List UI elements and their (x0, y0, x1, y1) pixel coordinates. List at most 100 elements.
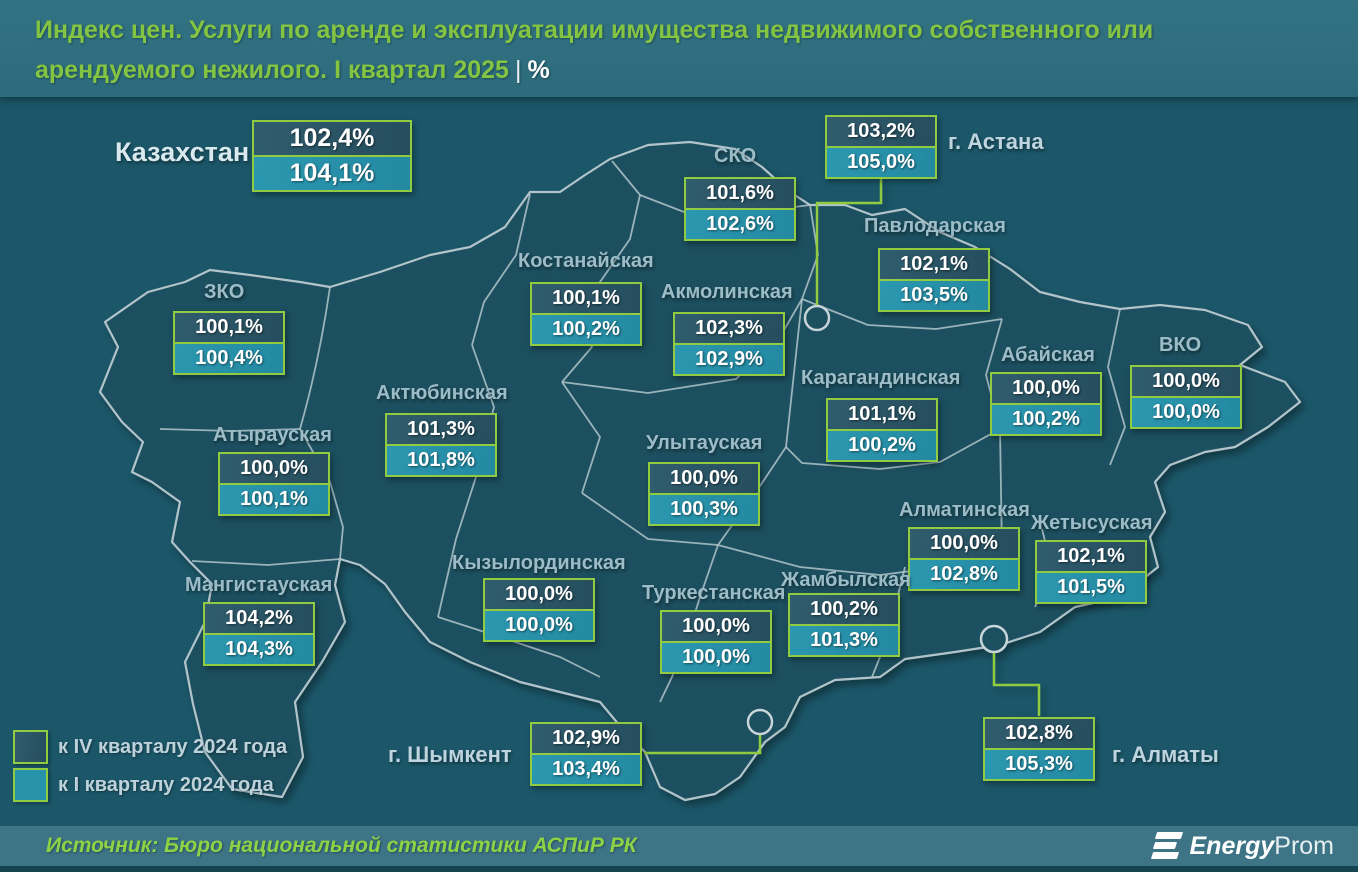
region-label-astana: г. Астана (948, 129, 1044, 154)
kostanay-q4-value: 100,1% (530, 282, 642, 315)
abay-q4-value: 100,0% (990, 372, 1102, 405)
zhetysu-q4-value: 102,1% (1035, 540, 1147, 573)
region-label-sko: СКО (714, 145, 757, 167)
almaty-city-q1-value: 105,3% (983, 747, 1095, 781)
region-values-zhetysu: 102,1% 101,5% (1035, 540, 1147, 604)
region-values-vko: 100,0% 100,0% (1130, 365, 1242, 429)
region-values-ulytau: 100,0% 100,3% (648, 462, 760, 526)
legend-item-q4: к IV кварталу 2024 года (13, 730, 287, 764)
pavlodar-q4-value: 102,1% (878, 248, 990, 281)
vko-q4-value: 100,0% (1130, 365, 1242, 398)
pavlodar-q1-value: 103,5% (878, 278, 990, 312)
map-area: Казахстан 102,4% 104,1% СКО 101,6% 102,6% г… (0, 97, 1358, 826)
astana-marker (803, 304, 831, 332)
zhambyl-q4-value: 100,2% (788, 593, 900, 626)
region-values-zhambyl: 100,2% 101,3% (788, 593, 900, 657)
region-values-kostanay: 100,1% 100,2% (530, 282, 642, 346)
shymkent-marker (746, 708, 774, 736)
region-label-mangystau: Мангистауская (185, 574, 333, 596)
region-label-kyzylorda: Кызылординская (452, 552, 626, 574)
almaty-obl-q4-value: 100,0% (908, 527, 1020, 560)
turkestan-q4-value: 100,0% (660, 610, 772, 643)
aktobe-q4-value: 101,3% (385, 413, 497, 446)
sko-q1-value: 102,6% (684, 207, 796, 241)
region-label-kostanay: Костанайская (518, 250, 654, 272)
atyrau-q1-value: 100,1% (218, 482, 330, 516)
region-label-almaty-city: г. Алматы (1112, 742, 1219, 767)
kazakhstan-values: 102,4% 104,1% (252, 120, 412, 192)
title-line-2: арендуемого нежилого. I квартал 2025 |% (35, 56, 550, 85)
legend-swatch-q4 (13, 730, 48, 764)
city-markers (746, 304, 1009, 736)
title-line-1: Индекс цен. Услуги по аренде и эксплуата… (35, 16, 1154, 44)
region-values-almaty-obl: 100,0% 102,8% (908, 527, 1020, 591)
karaganda-q1-value: 100,2% (826, 428, 938, 462)
region-values-mangystau: 104,2% 104,3% (203, 602, 315, 666)
title-text: арендуемого нежилого. I квартал 2025 (35, 56, 509, 84)
shymkent-q4-value: 102,9% (530, 722, 642, 755)
kyzylorda-q1-value: 100,0% (483, 608, 595, 642)
almaty-obl-q1-value: 102,8% (908, 557, 1020, 591)
zhambyl-q1-value: 101,3% (788, 623, 900, 657)
aktobe-q1-value: 101,8% (385, 443, 497, 477)
turkestan-q1-value: 100,0% (660, 640, 772, 674)
region-label-almaty-obl: Алматинская (899, 499, 1030, 521)
region-label-shymkent: г. Шымкент (388, 742, 512, 767)
kazakhstan-q1-value: 104,1% (252, 154, 412, 192)
bottom-strip (0, 866, 1358, 872)
sko-q4-value: 101,6% (684, 177, 796, 210)
astana-q4-value: 103,2% (825, 115, 937, 148)
shymkent-callout (644, 735, 762, 755)
karaganda-q4-value: 101,1% (826, 398, 938, 431)
kazakhstan-label: Казахстан (115, 137, 250, 167)
region-values-zko: 100,1% 100,4% (173, 311, 285, 375)
astana-callout (815, 178, 883, 305)
energyprom-logo: Energy Prom (1150, 831, 1334, 861)
region-values-kyzylorda: 100,0% 100,0% (483, 578, 595, 642)
region-label-abay: Абайская (1001, 344, 1095, 366)
almaty-city-q4-value: 102,8% (983, 717, 1095, 750)
region-label-karaganda: Карагандинская (801, 367, 961, 389)
mangystau-q1-value: 104,3% (203, 632, 315, 666)
title-bar: Индекс цен. Услуги по аренде и эксплуата… (0, 0, 1358, 97)
logo-text-light: Prom (1274, 831, 1334, 860)
region-values-aktobe: 101,3% 101,8% (385, 413, 497, 477)
region-label-atyrau: Атырауская (213, 424, 332, 446)
region-values-karaganda: 101,1% 100,2% (826, 398, 938, 462)
region-values-astana: 103,2% 105,0% (825, 115, 937, 179)
mangystau-q4-value: 104,2% (203, 602, 315, 635)
source-text: Источник: Бюро национальной статистики А… (46, 834, 637, 857)
region-values-sko: 101,6% 102,6% (684, 177, 796, 241)
source-bar: Источник: Бюро национальной статистики А… (0, 826, 1358, 866)
logo-text-bold: Energy (1189, 831, 1275, 860)
shymkent-q1-value: 103,4% (530, 752, 642, 786)
energyprom-icon (1150, 831, 1183, 861)
region-label-zko: ЗКО (204, 281, 245, 303)
region-values-abay: 100,0% 100,2% (990, 372, 1102, 436)
region-label-turkestan: Туркестанская (642, 582, 786, 604)
region-label-akmola: Акмолинская (661, 281, 793, 303)
region-label-zhambyl: Жамбылская (781, 569, 911, 591)
ulytau-q4-value: 100,0% (648, 462, 760, 495)
zhetysu-q1-value: 101,5% (1035, 570, 1147, 604)
legend-swatch-q1 (13, 768, 48, 802)
kyzylorda-q4-value: 100,0% (483, 578, 595, 611)
region-values-turkestan: 100,0% 100,0% (660, 610, 772, 674)
abay-q1-value: 100,2% (990, 402, 1102, 436)
region-values-akmola: 102,3% 102,9% (673, 312, 785, 376)
title-separator: | (514, 56, 522, 84)
atyrau-q4-value: 100,0% (218, 452, 330, 485)
astana-q1-value: 105,0% (825, 145, 937, 179)
region-label-zhetysu: Жетысуская (1031, 512, 1153, 534)
title-unit: % (527, 56, 550, 84)
kazakhstan-q4-value: 102,4% (252, 120, 412, 157)
legend-item-q1: к I кварталу 2024 года (13, 768, 274, 802)
akmola-q1-value: 102,9% (673, 342, 785, 376)
ulytau-q1-value: 100,3% (648, 492, 760, 526)
kostanay-q1-value: 100,2% (530, 312, 642, 346)
region-label-ulytau: Улытауская (646, 432, 763, 454)
callout-lines (644, 178, 1041, 755)
region-values-atyrau: 100,0% 100,1% (218, 452, 330, 516)
zko-q4-value: 100,1% (173, 311, 285, 344)
